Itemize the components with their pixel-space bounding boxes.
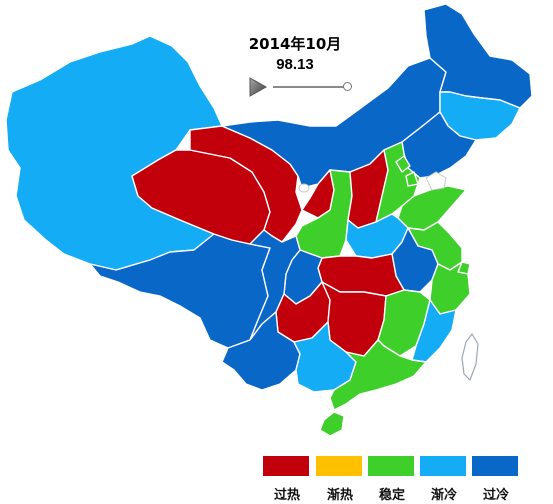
legend-item: 过热 xyxy=(263,456,311,503)
region-tianjin[interactable] xyxy=(405,171,419,187)
legend-label: 过热 xyxy=(273,488,300,503)
legend-swatch xyxy=(316,456,362,476)
legend-item: 渐热 xyxy=(316,456,364,503)
region-sichuan[interactable] xyxy=(249,229,301,341)
play-icon xyxy=(249,77,268,97)
legend-item: 稳定 xyxy=(368,456,416,503)
legend-swatch xyxy=(472,456,518,476)
slider-handle[interactable] xyxy=(343,82,352,91)
qinghai-lake xyxy=(298,183,310,193)
region-fujian[interactable] xyxy=(411,299,457,363)
legend-item: 过冷 xyxy=(472,456,520,503)
region-taiwan[interactable] xyxy=(461,333,479,381)
legend: 过热 渐热 稳定 渐冷 过冷 xyxy=(263,456,553,503)
legend-label: 渐热 xyxy=(326,488,353,503)
play-button[interactable] xyxy=(248,76,268,98)
bohai-sea xyxy=(425,171,447,191)
legend-label: 渐冷 xyxy=(430,488,457,503)
timeline-slider[interactable] xyxy=(273,82,353,92)
legend-label: 稳定 xyxy=(378,488,405,503)
legend-swatch xyxy=(263,456,309,476)
region-beijing[interactable] xyxy=(395,155,411,173)
legend-item: 渐冷 xyxy=(420,456,468,503)
region-guangdong[interactable] xyxy=(329,339,427,411)
region-zhejiang[interactable] xyxy=(429,261,471,315)
region-hainan[interactable] xyxy=(319,411,345,437)
legend-swatch xyxy=(420,456,466,476)
slider-track xyxy=(273,86,347,88)
index-value: 98.13 xyxy=(276,56,314,73)
legend-swatch xyxy=(368,456,414,476)
frame-date-label: 2014年10月 xyxy=(248,35,342,53)
legend-label: 过冷 xyxy=(482,488,509,503)
